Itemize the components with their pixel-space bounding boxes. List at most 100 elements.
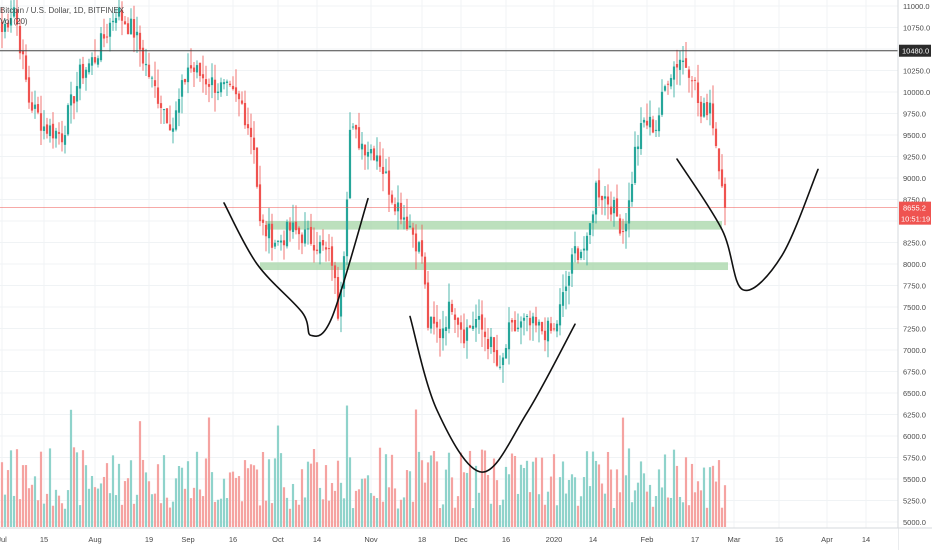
volume-bar bbox=[270, 503, 274, 527]
candle-body bbox=[111, 20, 115, 23]
candle-body bbox=[42, 126, 46, 131]
volume-bar bbox=[60, 503, 64, 527]
candle-body bbox=[138, 32, 142, 50]
candle-body bbox=[282, 240, 286, 246]
volume-bar bbox=[243, 460, 247, 527]
volume-bar bbox=[456, 496, 460, 527]
volume-bar bbox=[282, 487, 286, 527]
candle-body bbox=[555, 323, 559, 332]
volume-bar bbox=[513, 455, 517, 527]
candle-body bbox=[495, 350, 499, 366]
volume-bar bbox=[453, 507, 457, 527]
volume-bar bbox=[177, 466, 181, 527]
volume-bar bbox=[549, 476, 553, 527]
volume-bar bbox=[30, 484, 34, 527]
candle-body bbox=[102, 34, 106, 39]
volume-bar bbox=[6, 470, 10, 527]
volume-bar bbox=[417, 451, 421, 527]
candle-body bbox=[132, 19, 136, 38]
candle-body bbox=[534, 316, 538, 326]
price-tick-label: 5750.0 bbox=[903, 454, 926, 463]
time-axis[interactable]: Jul 15 Aug 19 Sep 16 Oct 14 Nov 18 Dec 16 2020 14 Feb 1… bbox=[0, 527, 932, 550]
candle-body bbox=[12, 7, 16, 17]
price-tick-label: 6250.0 bbox=[903, 411, 926, 420]
volume-bar bbox=[195, 451, 199, 527]
candle-body bbox=[582, 248, 586, 251]
volume-bar bbox=[489, 503, 493, 527]
volume-bar bbox=[531, 461, 535, 527]
volume-bar bbox=[27, 488, 31, 527]
time-tick-label: Mar bbox=[728, 535, 741, 544]
volume-bar bbox=[15, 449, 19, 527]
candle-body bbox=[348, 129, 352, 199]
volume-bar bbox=[183, 488, 187, 527]
candle-body bbox=[15, 9, 19, 25]
candle-body bbox=[381, 166, 385, 174]
volume-bar bbox=[552, 454, 556, 527]
volume-bar bbox=[228, 472, 232, 527]
volume-bar bbox=[444, 469, 448, 527]
candle-body bbox=[522, 317, 526, 321]
candle-body bbox=[657, 115, 661, 132]
candle-body bbox=[363, 144, 367, 156]
volume-bar bbox=[336, 460, 340, 527]
volume-bar bbox=[423, 482, 427, 527]
levels-layer[interactable] bbox=[0, 50, 898, 208]
candle-body bbox=[237, 93, 241, 100]
volume-bar bbox=[666, 497, 670, 527]
candle-body bbox=[75, 86, 79, 102]
candle-body bbox=[714, 128, 718, 147]
last-price-label: 8655.2 bbox=[903, 204, 926, 213]
candle-body bbox=[240, 100, 244, 104]
price-tick-label: 7500.0 bbox=[903, 303, 926, 312]
volume-bar bbox=[258, 505, 262, 527]
time-tick-label: Apr bbox=[821, 535, 833, 544]
time-tick-label: Dec bbox=[454, 535, 468, 544]
candle-body bbox=[621, 231, 625, 233]
candle-body bbox=[369, 149, 373, 154]
price-tick-label: 10250.0 bbox=[903, 67, 930, 76]
candle-body bbox=[159, 103, 163, 109]
volume-bar bbox=[129, 460, 133, 527]
price-tick-label: 5500.0 bbox=[903, 475, 926, 484]
volume-bar bbox=[108, 493, 112, 527]
price-axis[interactable]: 5000.0 5250.0 5500.0 5750.0 6000.0 6250.0 6500… bbox=[897, 0, 932, 550]
time-axis-background bbox=[0, 528, 898, 550]
volume-bar bbox=[675, 465, 679, 527]
hand-drawn-curves[interactable] bbox=[223, 158, 819, 473]
candle-body bbox=[474, 319, 478, 328]
candle-body bbox=[354, 125, 358, 130]
candle-body bbox=[366, 151, 370, 157]
support-zones[interactable] bbox=[260, 221, 728, 271]
volume-bar bbox=[555, 505, 559, 527]
price-tick-label: 10000.0 bbox=[903, 88, 930, 97]
volume-bar bbox=[402, 497, 406, 527]
candle-body bbox=[87, 63, 91, 73]
volume-bar bbox=[363, 478, 367, 527]
candle-body bbox=[597, 180, 601, 198]
candle-body bbox=[723, 183, 727, 208]
volume-bar bbox=[648, 484, 652, 527]
candle-body bbox=[639, 123, 643, 149]
volume-bar bbox=[714, 481, 718, 527]
volume-bar bbox=[621, 417, 625, 527]
volume-bar bbox=[222, 478, 226, 527]
volume-bar bbox=[321, 499, 325, 527]
volume-bar bbox=[252, 465, 256, 527]
candle-body bbox=[3, 23, 7, 32]
candle-body bbox=[450, 303, 454, 313]
volume-bar bbox=[420, 460, 424, 527]
time-tick-label: Feb bbox=[641, 535, 654, 544]
candle-body bbox=[321, 240, 325, 246]
candle-body bbox=[306, 228, 310, 230]
volume-bar bbox=[72, 447, 76, 527]
volume-bar bbox=[459, 452, 463, 527]
candle-body bbox=[168, 124, 172, 131]
volume-bar bbox=[231, 471, 235, 527]
candle-body bbox=[294, 221, 298, 231]
volume-bar bbox=[600, 483, 604, 527]
volume-bar bbox=[300, 469, 304, 527]
volume-bar bbox=[21, 465, 25, 527]
candle-body bbox=[543, 330, 547, 341]
